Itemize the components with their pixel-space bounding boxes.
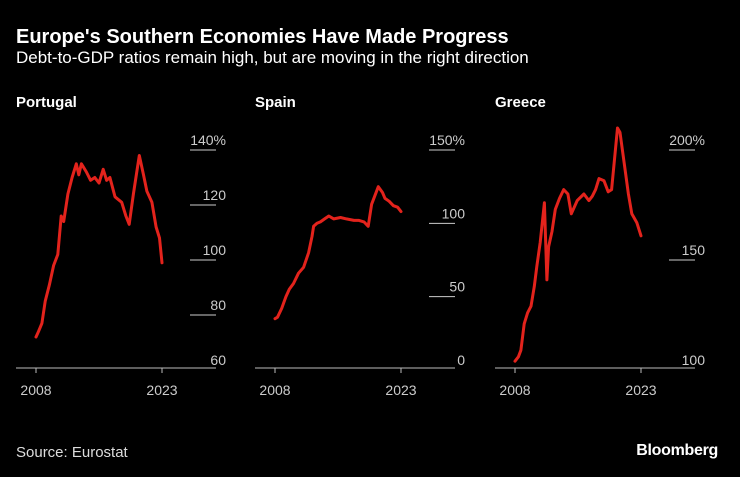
x-tick-label-greece: 2008 [499, 382, 530, 398]
source-note: Source: Eurostat [16, 444, 128, 461]
x-tick-label-greece: 2023 [625, 382, 656, 398]
y-tick-label-portugal: 140% [190, 132, 226, 148]
y-tick-label-spain: 100 [442, 205, 466, 221]
x-tick-label-portugal: 2023 [146, 382, 177, 398]
panel-title-portugal: Portugal [16, 94, 77, 111]
chart-subtitle: Debt-to-GDP ratios remain high, but are … [16, 48, 529, 67]
y-tick-label-greece: 100 [682, 352, 706, 368]
y-tick-label-portugal: 120 [203, 187, 227, 203]
x-tick-label-portugal: 2008 [20, 382, 51, 398]
series-line-portugal [34, 154, 164, 339]
series-line-spain [273, 185, 403, 321]
y-tick-label-portugal: 60 [210, 352, 226, 368]
panel-title-spain: Spain [255, 94, 296, 111]
chart-title: Europe's Southern Economies Have Made Pr… [16, 26, 509, 48]
y-tick-label-spain: 0 [457, 352, 465, 368]
x-tick-label-spain: 2023 [385, 382, 416, 398]
y-tick-label-portugal: 80 [210, 297, 226, 313]
panel-title-greece: Greece [495, 94, 546, 111]
y-tick-label-greece: 150 [682, 242, 706, 258]
x-tick-label-spain: 2008 [259, 382, 290, 398]
series-line-greece [513, 126, 643, 363]
y-tick-label-spain: 150% [429, 132, 465, 148]
y-tick-label-spain: 50 [449, 279, 465, 295]
y-tick-label-greece: 200% [669, 132, 705, 148]
y-tick-label-portugal: 100 [203, 242, 227, 258]
bloomberg-logo: Bloomberg [636, 442, 718, 459]
